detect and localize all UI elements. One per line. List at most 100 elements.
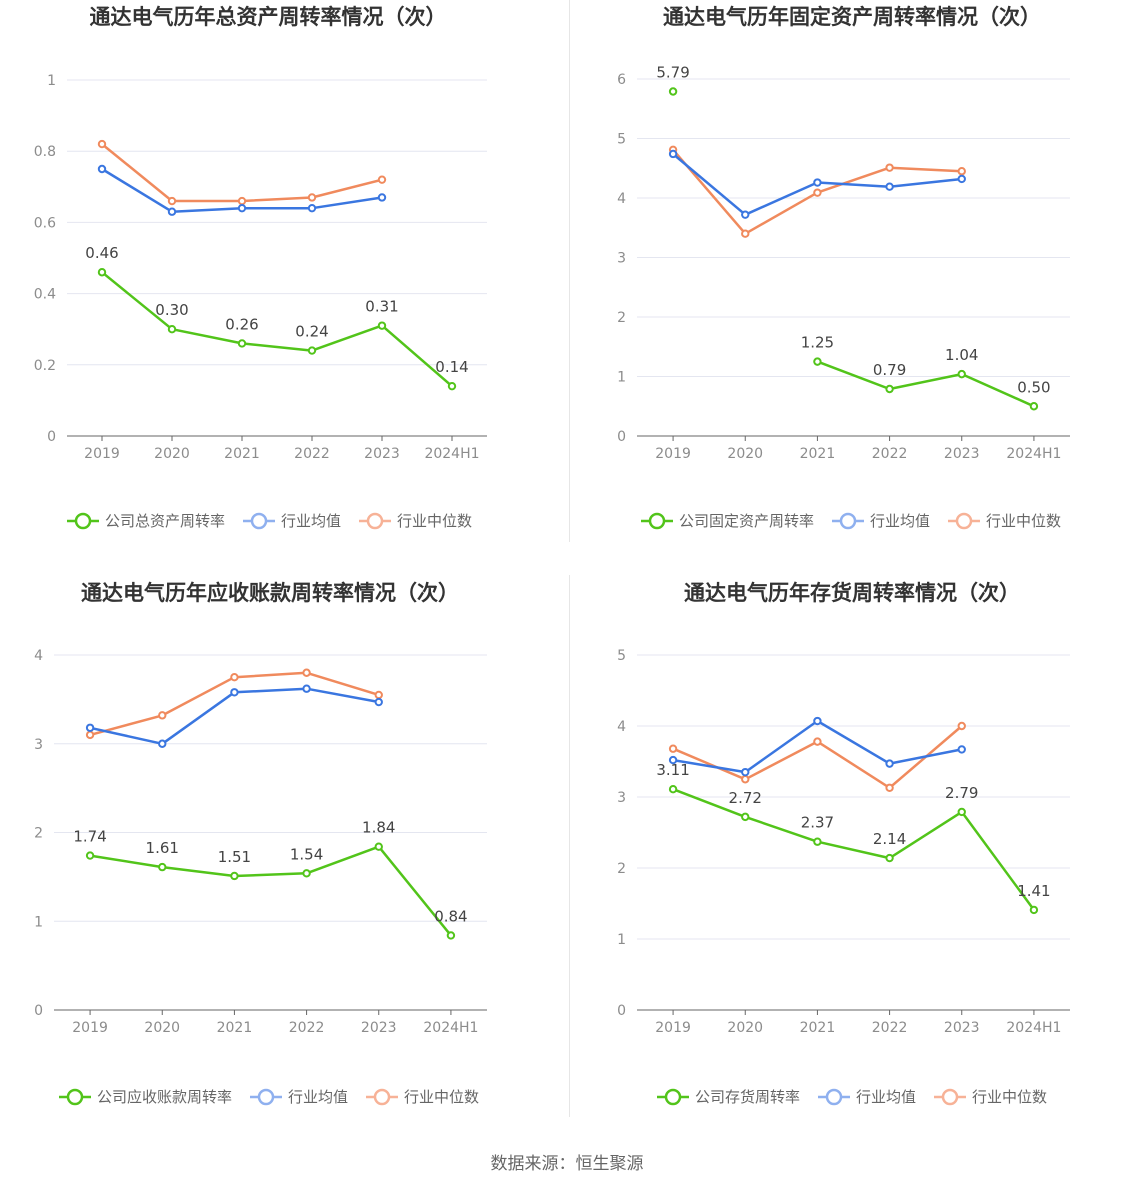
data-point-median	[957, 721, 966, 731]
series-line-avg	[89, 687, 380, 746]
legend-item-company[interactable]: 公司固定资产周转率	[641, 512, 814, 530]
y-tick-label: 0	[47, 429, 56, 445]
legend-item-company[interactable]: 公司总资产周转率	[67, 512, 225, 530]
data-label: 0.84	[434, 907, 467, 925]
data-label: 5.79	[656, 63, 689, 81]
data-point-avg	[158, 739, 167, 748]
x-tick-label: 2021	[217, 1020, 253, 1036]
legend-marker	[74, 512, 92, 530]
legend-item-avg[interactable]: 行业均值	[832, 512, 930, 530]
legend-item-median[interactable]: 行业中位数	[934, 1088, 1047, 1106]
data-point-company	[957, 369, 966, 379]
x-tick-label: 2024H1	[1006, 446, 1061, 462]
legend-marker	[257, 1088, 275, 1106]
legend-marker	[941, 1088, 959, 1106]
y-tick-label: 0	[617, 1003, 626, 1019]
chart-svg: 通达电气历年总资产周转率情况（次） 0 0.2 0.4 0.6 0.8 1 2019 2020 2…	[34, 5, 487, 530]
data-point-avg	[885, 182, 894, 191]
data-point-company	[158, 862, 167, 872]
x-tick-label: 2021	[224, 446, 260, 462]
legend-marker	[664, 1088, 682, 1106]
data-label: 1.41	[1017, 882, 1050, 900]
legend-label: 行业中位数	[404, 1088, 479, 1106]
data-point-avg	[374, 697, 383, 707]
data-point-company	[957, 807, 966, 817]
data-point-avg	[957, 174, 966, 184]
x-tick-label: 2023	[944, 1020, 980, 1036]
x-tick-label: 2024H1	[424, 446, 479, 462]
data-point-avg	[97, 164, 107, 174]
legend-marker	[825, 1088, 843, 1106]
chart-svg: 通达电气历年应收账款周转率情况（次） 0 1 2 3 4 2019 2020 2021 2022 2…	[34, 581, 487, 1106]
data-point-company	[237, 339, 247, 348]
data-point-median	[957, 167, 966, 176]
panel-divider-bottom	[569, 575, 570, 1117]
data-point-company	[446, 931, 456, 940]
data-label: 3.11	[656, 761, 689, 779]
data-point-median	[377, 175, 387, 184]
chart-title: 通达电气历年存货周转率情况（次）	[684, 581, 1020, 605]
y-tick-label: 3	[617, 790, 626, 806]
x-tick-label: 2019	[72, 1020, 108, 1036]
data-point-company	[813, 837, 822, 846]
data-label: 0.79	[873, 361, 906, 379]
legend-label: 行业均值	[870, 512, 930, 530]
series-line-company	[672, 788, 1035, 911]
legend-label: 公司总资产周转率	[105, 512, 225, 530]
data-point-company	[885, 384, 894, 394]
data-point-median	[885, 163, 894, 172]
legend-item-median[interactable]: 行业中位数	[359, 512, 472, 530]
legend-item-avg[interactable]: 行业均值	[250, 1088, 348, 1106]
data-label: 0.14	[435, 358, 468, 376]
x-tick-label: 2020	[727, 1020, 763, 1036]
data-point-avg	[302, 684, 311, 693]
data-point-company	[741, 812, 750, 822]
x-tick-label: 2023	[364, 446, 400, 462]
series-line-company	[101, 271, 453, 388]
x-tick-label: 2023	[944, 446, 980, 462]
data-label: 1.25	[801, 334, 834, 352]
legend-marker	[839, 512, 857, 530]
legend-item-avg[interactable]: 行业均值	[818, 1088, 916, 1106]
y-tick-label: 1	[34, 914, 43, 930]
data-point-median	[885, 783, 894, 792]
chart-title: 通达电气历年应收账款周转率情况（次）	[81, 581, 459, 605]
chart-panel-receivables-turnover: 通达电气历年应收账款周转率情况（次） 0 1 2 3 4 2019 2020 2021 2022 2…	[0, 575, 567, 1150]
data-point-median	[302, 668, 311, 677]
data-point-median	[85, 730, 95, 740]
data-point-company	[302, 869, 311, 878]
legend-item-avg[interactable]: 行业均值	[243, 512, 341, 530]
legend-item-company[interactable]: 公司应收账款周转率	[59, 1088, 232, 1106]
x-tick-label: 2019	[84, 446, 120, 462]
y-tick-label: 0.6	[34, 215, 56, 231]
legend-item-median[interactable]: 行业中位数	[366, 1088, 479, 1106]
data-point-median	[813, 188, 822, 197]
y-tick-label: 1	[617, 932, 626, 948]
legend-label: 行业中位数	[397, 512, 472, 530]
data-label: 1.54	[290, 845, 323, 863]
chart-title: 通达电气历年总资产周转率情况（次）	[90, 5, 447, 29]
legend-label: 行业中位数	[986, 512, 1061, 530]
legend-marker	[366, 512, 384, 530]
data-point-avg	[741, 210, 750, 219]
data-label: 2.72	[729, 789, 762, 807]
data-label: 1.51	[218, 848, 251, 866]
chart-title: 通达电气历年固定资产周转率情况（次）	[663, 5, 1041, 29]
x-tick-label: 2020	[154, 446, 190, 462]
data-point-company	[85, 851, 95, 860]
legend-marker	[373, 1088, 391, 1106]
data-label: 0.46	[85, 244, 118, 262]
x-tick-label: 2021	[800, 1020, 836, 1036]
data-label: 0.24	[295, 323, 328, 341]
data-point-avg	[237, 203, 247, 213]
data-point-company	[374, 842, 383, 851]
y-tick-label: 6	[617, 72, 626, 88]
x-tick-label: 2023	[361, 1020, 397, 1036]
data-point-avg	[957, 745, 966, 754]
data-point-company	[97, 268, 107, 277]
y-tick-label: 1	[617, 370, 626, 386]
legend-item-company[interactable]: 公司存货周转率	[657, 1088, 800, 1106]
data-point-avg	[668, 149, 678, 159]
legend-label: 公司存货周转率	[695, 1088, 800, 1106]
legend-item-median[interactable]: 行业中位数	[948, 512, 1061, 530]
